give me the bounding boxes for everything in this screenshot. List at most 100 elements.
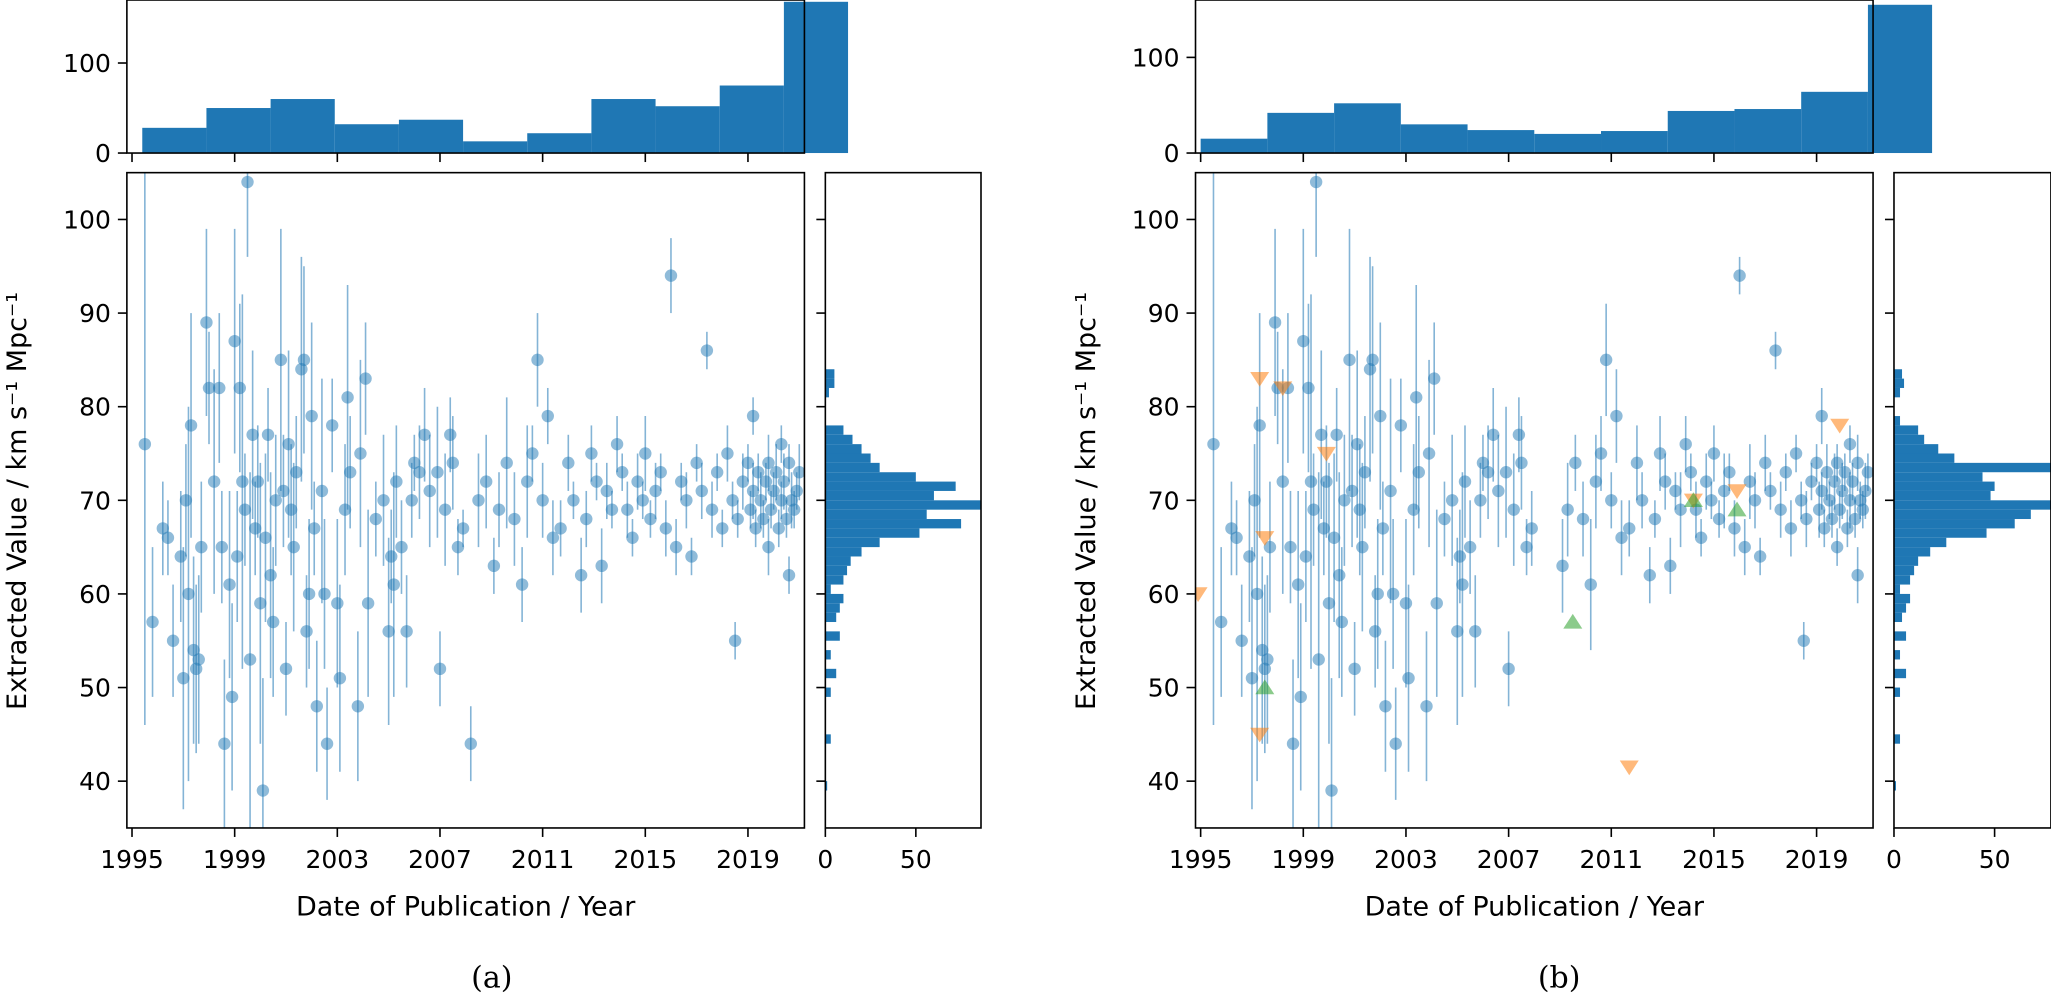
histogram-bar — [825, 462, 880, 473]
data-point — [1330, 428, 1343, 441]
histogram-bar — [270, 99, 335, 154]
data-point — [1333, 569, 1346, 582]
data-point — [1561, 503, 1574, 516]
data-point — [780, 512, 793, 526]
histogram-bar — [463, 141, 528, 154]
histogram-bar — [825, 565, 848, 576]
data-point — [1800, 512, 1813, 526]
histogram-bar — [591, 99, 656, 154]
histogram-bar — [1400, 124, 1468, 154]
data-point — [728, 634, 742, 647]
data-point — [269, 494, 282, 507]
data-point — [1338, 494, 1351, 507]
data-point — [695, 484, 708, 498]
data-point — [1389, 737, 1402, 750]
data-point — [1828, 475, 1841, 488]
data-point — [1348, 662, 1361, 676]
histogram-bar — [1893, 650, 1901, 660]
data-point — [338, 503, 352, 516]
data-point — [1438, 512, 1451, 526]
panel-caption: (b) — [1538, 961, 1581, 996]
data-point — [1851, 569, 1864, 582]
data-point — [231, 550, 244, 563]
x-tick-label: 2007 — [1477, 845, 1541, 874]
data-point — [1815, 484, 1828, 498]
data-point — [785, 494, 798, 507]
data-point — [233, 381, 246, 395]
data-point — [1420, 700, 1433, 713]
lower-limit-marker — [1683, 492, 1703, 507]
data-point — [456, 522, 470, 535]
data-point — [207, 475, 221, 488]
upper-limit-marker — [1250, 727, 1270, 743]
data-point — [1718, 484, 1731, 498]
data-point — [1356, 540, 1369, 554]
data-point — [1294, 690, 1307, 704]
data-point — [1268, 316, 1282, 329]
data-point — [731, 512, 744, 526]
data-point — [1261, 653, 1274, 666]
data-point — [413, 466, 426, 479]
data-point — [1317, 522, 1331, 535]
y-axis-label: Extracted Value / km s⁻¹ Mpc⁻¹ — [2, 292, 33, 710]
data-point — [1358, 466, 1372, 479]
data-point — [1556, 559, 1569, 573]
data-point — [1284, 540, 1297, 554]
data-point — [487, 559, 501, 573]
data-point — [390, 475, 403, 488]
upper-limit-marker — [1830, 418, 1850, 434]
x-tick-label: 1995 — [100, 845, 164, 874]
data-point — [1843, 437, 1857, 451]
data-point — [146, 615, 159, 629]
histogram-bar — [1893, 668, 1907, 679]
data-point — [1707, 447, 1721, 460]
data-point — [749, 522, 762, 535]
histogram-bar — [825, 650, 831, 660]
data-point — [359, 372, 372, 385]
data-point — [1335, 615, 1348, 629]
data-point — [1784, 522, 1798, 535]
data-point — [1258, 662, 1272, 676]
data-point — [361, 597, 375, 610]
data-point — [1576, 512, 1590, 526]
data-point — [744, 503, 757, 516]
y-tick-label: 40 — [1148, 767, 1180, 796]
x-tick-label: 1999 — [203, 845, 267, 874]
data-point — [254, 597, 267, 610]
histogram-bar — [825, 612, 837, 623]
data-point — [1350, 437, 1364, 451]
data-point — [600, 484, 614, 498]
data-point — [177, 671, 190, 685]
data-point — [138, 437, 152, 451]
histogram-bar — [1893, 603, 1907, 613]
data-point — [1343, 353, 1356, 367]
data-point — [1635, 494, 1649, 507]
y-tick-label: 100 — [1132, 205, 1180, 234]
plot-frame — [1194, 171, 1874, 829]
data-point — [174, 550, 187, 563]
data-point — [1723, 466, 1736, 479]
x-tick-label: 2015 — [613, 845, 677, 874]
data-point — [438, 503, 452, 516]
data-point — [1492, 484, 1505, 498]
histogram-bar — [1893, 378, 1905, 388]
histogram-bar — [1893, 500, 2051, 510]
data-point — [431, 466, 444, 479]
data-point — [793, 466, 805, 479]
data-point — [1789, 447, 1803, 460]
data-point — [757, 512, 770, 526]
histogram-bar — [1893, 547, 1931, 557]
data-point — [736, 475, 750, 488]
histogram-bar — [825, 387, 829, 398]
data-point — [179, 494, 193, 507]
data-point — [200, 316, 213, 329]
data-point — [1653, 447, 1667, 460]
x-axis-label: Date of Publication / Year — [1365, 892, 1705, 923]
data-point — [274, 353, 288, 367]
data-point — [189, 662, 203, 676]
data-point — [1291, 578, 1305, 591]
data-point — [1458, 475, 1472, 488]
histogram-bar — [1867, 4, 1933, 154]
data-point — [1276, 475, 1289, 488]
data-point — [526, 447, 539, 460]
